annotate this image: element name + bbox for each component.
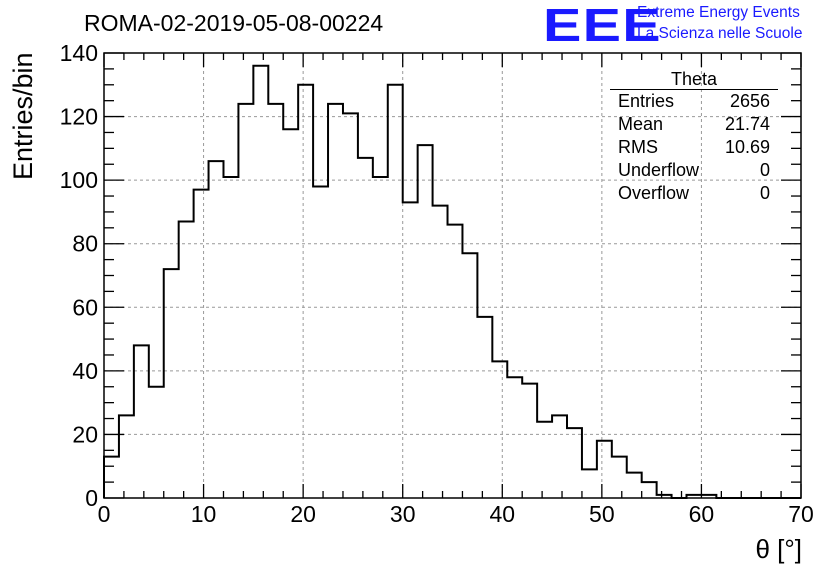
histogram-bin: [328, 104, 343, 498]
histogram-bin: [238, 104, 253, 498]
histogram-bin: [448, 225, 463, 498]
x-tick-label: 70: [788, 501, 814, 527]
stats-value: 0: [759, 160, 770, 180]
histogram-bin: [134, 345, 149, 498]
tick-labels: 0 10 20 30 40 50 60 70 0 20 40 60 80 100 120 140: [60, 40, 814, 527]
eee-logo: EEE: [543, 0, 662, 51]
stats-label: Overflow: [618, 183, 690, 203]
histogram-bin: [104, 457, 119, 498]
axis-ticks: [103, 52, 802, 499]
histogram-bin: [343, 113, 358, 498]
y-axis-label: Entries/bin: [8, 52, 38, 180]
stats-value: 0: [759, 183, 770, 203]
histogram-bin: [492, 361, 507, 498]
x-tick-label: 40: [489, 501, 515, 527]
stats-value: 2656: [729, 91, 770, 111]
histogram-bin: [373, 177, 388, 498]
y-tick-label: 140: [60, 40, 98, 66]
stats-value: 10.69: [724, 137, 770, 157]
histogram-outline: [103, 64, 801, 499]
histogram-bin: [209, 161, 224, 498]
brand-line-1: Extreme Energy Events: [637, 4, 800, 21]
histogram-bin: [477, 317, 492, 498]
histogram-bin: [597, 441, 612, 498]
histogram-bin: [433, 206, 448, 498]
histogram-bin: [388, 85, 403, 498]
y-tick-label: 40: [72, 358, 98, 384]
stats-row-overflow: Overflow 0: [610, 182, 778, 205]
x-tick-label: 20: [290, 501, 316, 527]
histogram-bin: [522, 384, 537, 498]
histogram-bin: [253, 66, 268, 498]
y-tick-label: 20: [72, 421, 98, 447]
histogram-bin: [567, 428, 582, 498]
stats-value: 21.74: [724, 114, 770, 134]
histogram-bin: [283, 129, 298, 498]
stats-label: Mean: [618, 114, 664, 134]
y-tick-label: 60: [72, 294, 98, 320]
stats-label: RMS: [618, 137, 658, 157]
y-tick-label: 0: [85, 485, 98, 511]
histogram-bin: [462, 253, 477, 498]
histogram-bin: [313, 187, 328, 499]
y-tick-label: 100: [60, 167, 98, 193]
x-axis-label: θ [°]: [755, 534, 802, 564]
x-tick-label: 60: [689, 501, 715, 527]
y-tick-label: 80: [72, 231, 98, 257]
histogram-bin: [358, 158, 373, 498]
stats-title: Theta: [610, 69, 778, 90]
histogram-bin: [119, 415, 134, 498]
x-tick-label: 0: [98, 501, 111, 527]
stats-row-underflow: Underflow 0: [610, 159, 778, 182]
histogram-bin: [164, 269, 179, 498]
histogram-bin: [179, 221, 194, 498]
run-title: ROMA-02-2019-05-08-00224: [84, 10, 384, 36]
stats-row-mean: Mean 21.74: [610, 113, 778, 136]
histogram-bin: [268, 104, 283, 498]
stats-row-rms: RMS 10.69: [610, 136, 778, 159]
histogram-bin: [403, 202, 418, 498]
stats-box: Theta Entries 2656 Mean 21.74 RMS 10.69 …: [610, 69, 778, 205]
grid-lines: [104, 53, 801, 498]
brand-line-2: La Scienza nelle Scuole: [637, 25, 803, 42]
histogram-bin: [418, 145, 433, 498]
histogram-bin: [627, 473, 642, 498]
histogram-bin: [149, 387, 164, 498]
stats-row-entries: Entries 2656: [610, 90, 778, 113]
x-tick-label: 30: [390, 501, 416, 527]
stats-label: Entries: [618, 91, 675, 111]
histogram-bin: [582, 469, 597, 498]
histogram-bin: [507, 377, 522, 498]
histogram-bin: [612, 457, 627, 498]
x-tick-label: 10: [191, 501, 217, 527]
stats-label: Underflow: [618, 160, 700, 180]
histogram-bin: [298, 85, 313, 498]
histogram-bin: [537, 422, 552, 498]
histogram-bin: [194, 190, 209, 498]
histogram-bin: [223, 177, 238, 498]
x-tick-label: 50: [589, 501, 615, 527]
histogram-bin: [552, 415, 567, 498]
y-tick-label: 120: [60, 104, 98, 130]
histogram-bin: [642, 482, 657, 498]
